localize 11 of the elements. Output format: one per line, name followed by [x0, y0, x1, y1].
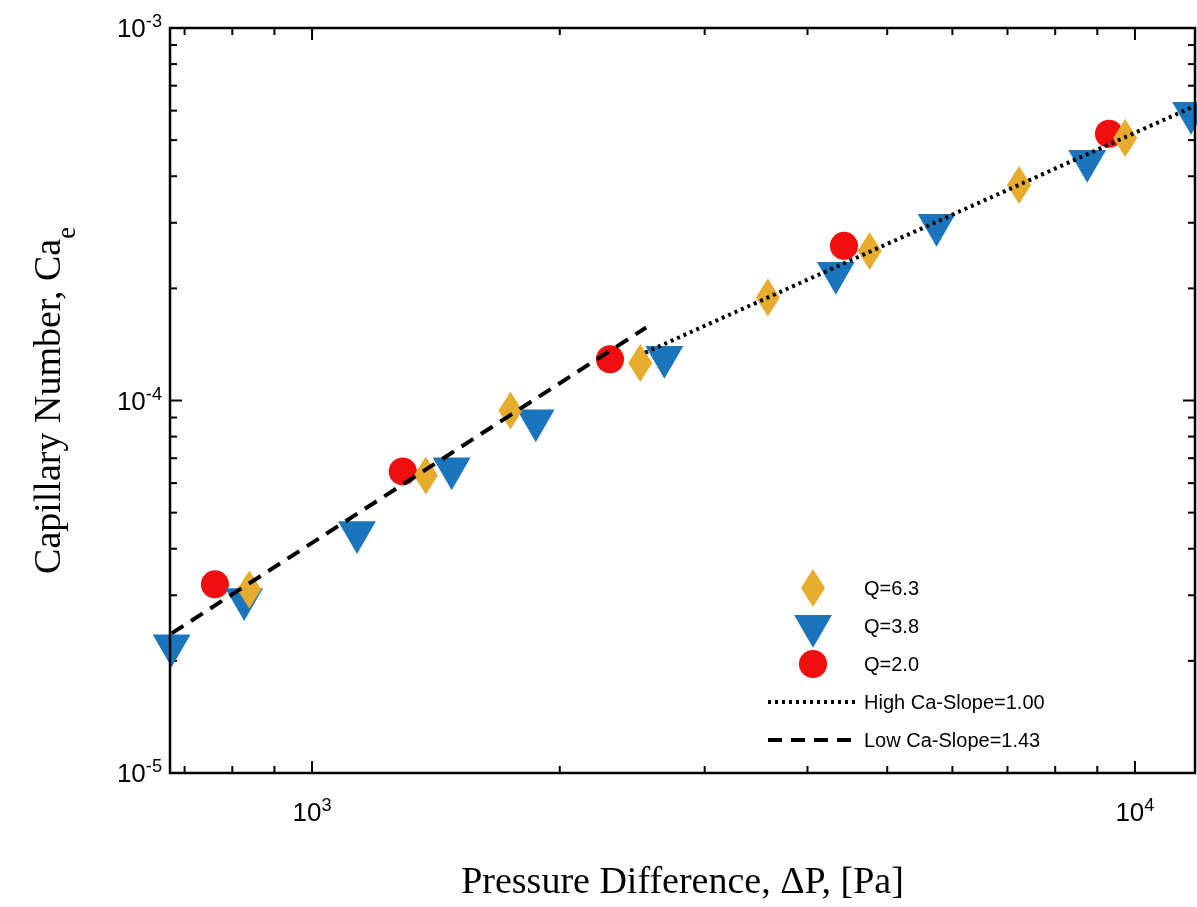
legend-label: High Ca-Slope=1.00	[864, 691, 1045, 713]
y-tick-label: 10$^{-5}$	[116, 756, 162, 788]
legend-label: Q=3.8	[864, 615, 920, 637]
legend-label: Q=2.0	[864, 653, 920, 675]
x-tick-label: 10$^{3}$	[292, 795, 332, 827]
legend-label: Low Ca-Slope=1.43	[864, 729, 1041, 751]
y-tick-label: 10$^{-4}$	[116, 383, 162, 416]
y-tick-label: 10$^{-3}$	[116, 11, 162, 43]
x-axis-title: Pressure Difference, ΔP, [Pa]	[461, 859, 904, 901]
x-tick-label: 10$^{4}$	[1115, 795, 1155, 827]
legend-label: Q=6.3	[864, 577, 920, 599]
